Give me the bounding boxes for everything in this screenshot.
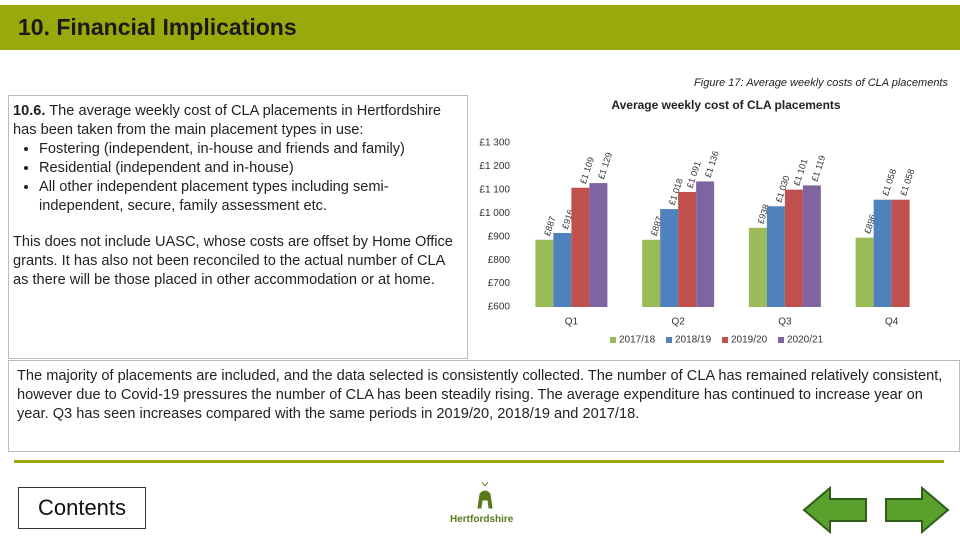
bar [873,199,892,307]
intro-text: The average weekly cost of CLA placement… [13,103,442,138]
bar [535,239,554,307]
x-tick-label: Q1 [565,317,579,328]
logo-text: Hertfordshire [450,514,514,525]
slide-title: 10. Financial Implications [18,14,297,40]
section-number: 10.6. [13,103,46,119]
x-tick-label: Q4 [885,317,899,328]
bar [891,199,910,307]
legend-swatch [610,337,616,343]
bar [642,239,661,307]
value-label: £1 058 [898,168,916,197]
bar [553,232,572,307]
bar [855,237,874,307]
y-tick-label: £900 [488,231,511,242]
legend-swatch [666,337,672,343]
x-tick-label: Q3 [778,317,792,328]
legend-label: 2019/20 [731,335,768,346]
y-tick-label: £700 [488,278,511,289]
prev-arrow[interactable] [802,486,867,535]
intro: 10.6. The average weekly cost of CLA pla… [13,102,463,140]
bullet: Fostering (independent, in-house and fri… [39,140,463,159]
summary: The majority of placements are included,… [8,360,960,452]
bullet-list: Fostering (independent, in-house and fri… [13,140,463,216]
bar [784,189,803,307]
bar [589,183,608,307]
bar [571,187,590,307]
y-tick-label: £800 [488,255,511,266]
legend-swatch [778,337,784,343]
legend-label: 2018/19 [675,335,712,346]
bar [660,209,679,307]
y-tick-label: £1 300 [479,138,510,149]
contents-button[interactable]: Contents [18,487,146,529]
logo-icon [477,482,493,509]
bar [748,227,767,307]
bar [678,191,697,307]
value-label: £1 119 [810,154,828,183]
next-arrow[interactable] [885,486,950,535]
value-label: £1 136 [703,150,721,179]
value-label: £1 101 [792,158,810,187]
note: This does not include UASC, whose costs … [13,234,453,288]
y-tick-label: £1 200 [479,161,510,172]
x-tick-label: Q2 [671,317,685,328]
y-tick-label: £600 [488,302,511,313]
bar [696,181,715,307]
value-label: £1 129 [596,151,614,180]
divider [14,460,944,463]
legend-label: 2020/21 [787,335,824,346]
chart: Average weekly cost of CLA placements £6… [479,98,916,346]
chart-title: Average weekly cost of CLA placements [611,98,841,112]
nav-arrows [802,486,950,535]
bullet: All other independent placement types in… [39,178,463,216]
value-label: £1 058 [880,168,898,197]
value-label: £1 109 [578,156,596,185]
bullet: Residential (independent and in-house) [39,159,463,178]
y-tick-label: £1 000 [479,208,510,219]
title-bar [0,5,960,50]
bar [766,206,785,307]
text-box: 10.6. The average weekly cost of CLA pla… [8,95,468,359]
legend-label: 2017/18 [619,335,656,346]
figure-caption: Figure 17: Average weekly costs of CLA p… [694,77,948,89]
legend-swatch [722,337,728,343]
bar [802,185,821,307]
y-tick-label: £1 100 [479,184,510,195]
